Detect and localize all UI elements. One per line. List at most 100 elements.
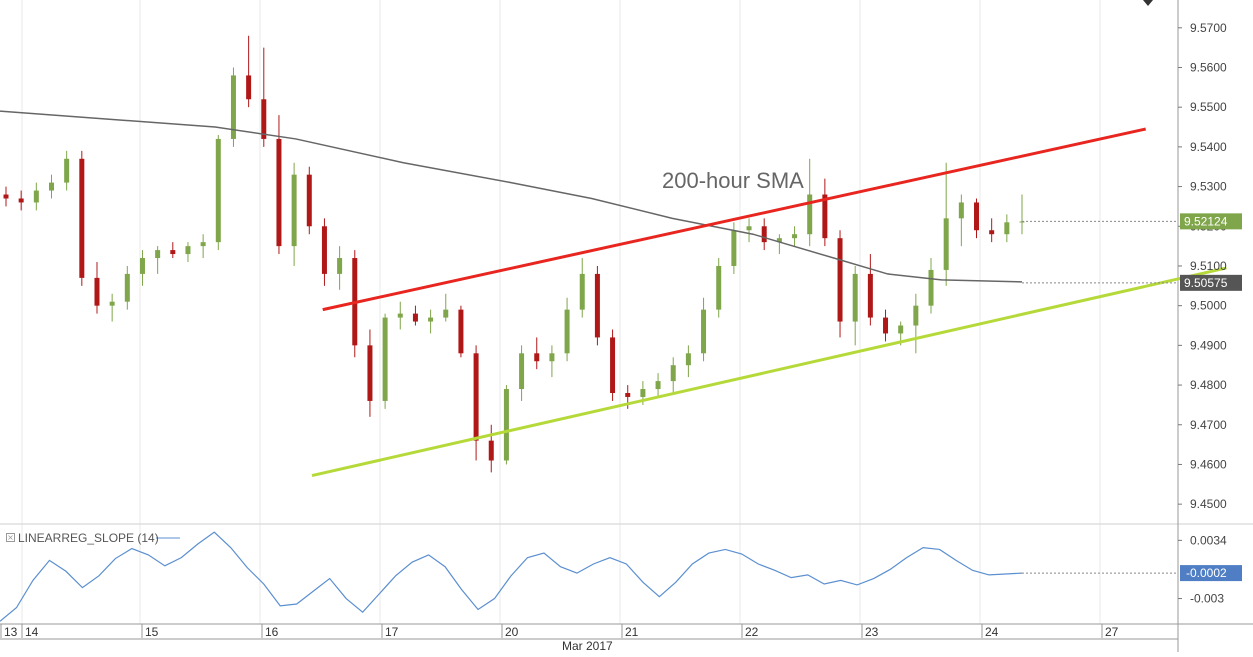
price-tick-label: 9.5400 [1190, 140, 1227, 154]
candle-body [670, 365, 676, 382]
candle-body [64, 158, 70, 183]
indicator-tick-label: 0.0034 [1190, 533, 1227, 547]
candle-body [412, 313, 418, 322]
x-day-label: 14 [25, 625, 39, 639]
candle-body [79, 158, 85, 278]
candle-body [1004, 222, 1010, 235]
sma-value-badge [1180, 274, 1242, 291]
price-tick-label: 9.4700 [1190, 418, 1227, 432]
candle-body [883, 317, 889, 334]
candle-body [48, 182, 54, 191]
candle-body [837, 238, 843, 322]
candle-body [549, 353, 555, 362]
price-tick-label: 9.4500 [1190, 497, 1227, 511]
candle-body [397, 313, 403, 318]
candle-body [989, 230, 995, 235]
indicator-last-badge [1180, 565, 1242, 582]
candle-body [261, 99, 267, 139]
candle-body [94, 277, 100, 306]
candle-body [200, 242, 206, 247]
price-tick-label: 9.4600 [1190, 457, 1227, 471]
price-tick-label: 9.4800 [1190, 378, 1227, 392]
candle-body [564, 309, 570, 354]
x-day-label: 15 [145, 625, 159, 639]
candle-body [761, 226, 767, 243]
candle-body [321, 226, 327, 274]
candle-body [534, 353, 540, 362]
indicator-line [0, 531, 1023, 622]
price-tick-label: 9.4900 [1190, 338, 1227, 352]
candle-body [746, 226, 752, 231]
x-day-label: 21 [625, 625, 639, 639]
axis-layer: 9.57009.56009.55009.54009.53009.52009.51… [0, 21, 1242, 653]
candle-body [230, 75, 236, 139]
candle-body [382, 317, 388, 401]
candle-body [776, 238, 782, 243]
candle-body [124, 273, 130, 302]
candle-body [155, 250, 161, 259]
indicator-settings-icon[interactable]: × [6, 533, 15, 542]
candle-body [625, 393, 631, 397]
price-tick-label: 9.5600 [1190, 60, 1227, 74]
candle-body [428, 317, 434, 322]
candle-body [367, 345, 373, 401]
sma-layer [0, 110, 1023, 283]
price-tick-label: 9.5300 [1190, 180, 1227, 194]
x-day-label: 13 [4, 625, 18, 639]
candle-body [701, 309, 707, 354]
candle-body [276, 138, 282, 247]
price-tick-label: 9.5500 [1190, 100, 1227, 114]
candle-body [503, 389, 509, 461]
x-day-label: 17 [385, 625, 399, 639]
indicator-last-label: -0.0002 [1186, 566, 1227, 580]
candle-body [1019, 221, 1025, 223]
candle-body [731, 230, 737, 266]
candle-body [185, 246, 191, 255]
x-day-label: 20 [505, 625, 519, 639]
x-day-label: 24 [985, 625, 999, 639]
candle-body [109, 301, 115, 306]
price-tick-label: 9.5700 [1190, 21, 1227, 35]
candle-body [246, 75, 252, 100]
candle-body [928, 269, 934, 306]
candle-body [306, 174, 312, 227]
x-day-label: 22 [745, 625, 759, 639]
last-price-label: 9.52124 [1184, 214, 1228, 228]
candle-body [655, 381, 661, 390]
candle-body [807, 194, 813, 235]
candle-body [792, 234, 798, 239]
chevron-down-icon[interactable] [1143, 0, 1153, 6]
candle-body [170, 250, 176, 255]
price-tick-label: 9.5000 [1190, 299, 1227, 313]
last-price-badge [1180, 213, 1242, 230]
sma-value-label: 9.50575 [1184, 276, 1228, 290]
candle-body [473, 353, 479, 441]
sma-line [0, 110, 1023, 283]
candle-body [898, 325, 904, 334]
candle-body [443, 309, 449, 318]
candle-body [610, 337, 616, 393]
candle-layer [3, 35, 1025, 473]
sma-annotation: 200-hour SMA [662, 168, 804, 193]
candle-body [716, 265, 722, 310]
x-day-label: 27 [1105, 625, 1119, 639]
x-day-label: 23 [865, 625, 879, 639]
x-day-label: 16 [265, 625, 279, 639]
candle-body [640, 389, 646, 397]
candle-body [974, 202, 980, 231]
candle-body [291, 174, 297, 247]
candle-body [852, 273, 858, 322]
candle-body [215, 138, 221, 243]
candle-body [822, 194, 828, 239]
price-tick-label: 9.5100 [1190, 259, 1227, 273]
candle-body [488, 440, 494, 461]
indicator-label: LINEARREG_SLOPE (14) [18, 531, 159, 545]
candle-body [33, 190, 39, 203]
trend-layer [311, 127, 1227, 478]
candle-body [913, 305, 919, 326]
candle-body [685, 353, 691, 366]
candle-body [458, 309, 464, 354]
